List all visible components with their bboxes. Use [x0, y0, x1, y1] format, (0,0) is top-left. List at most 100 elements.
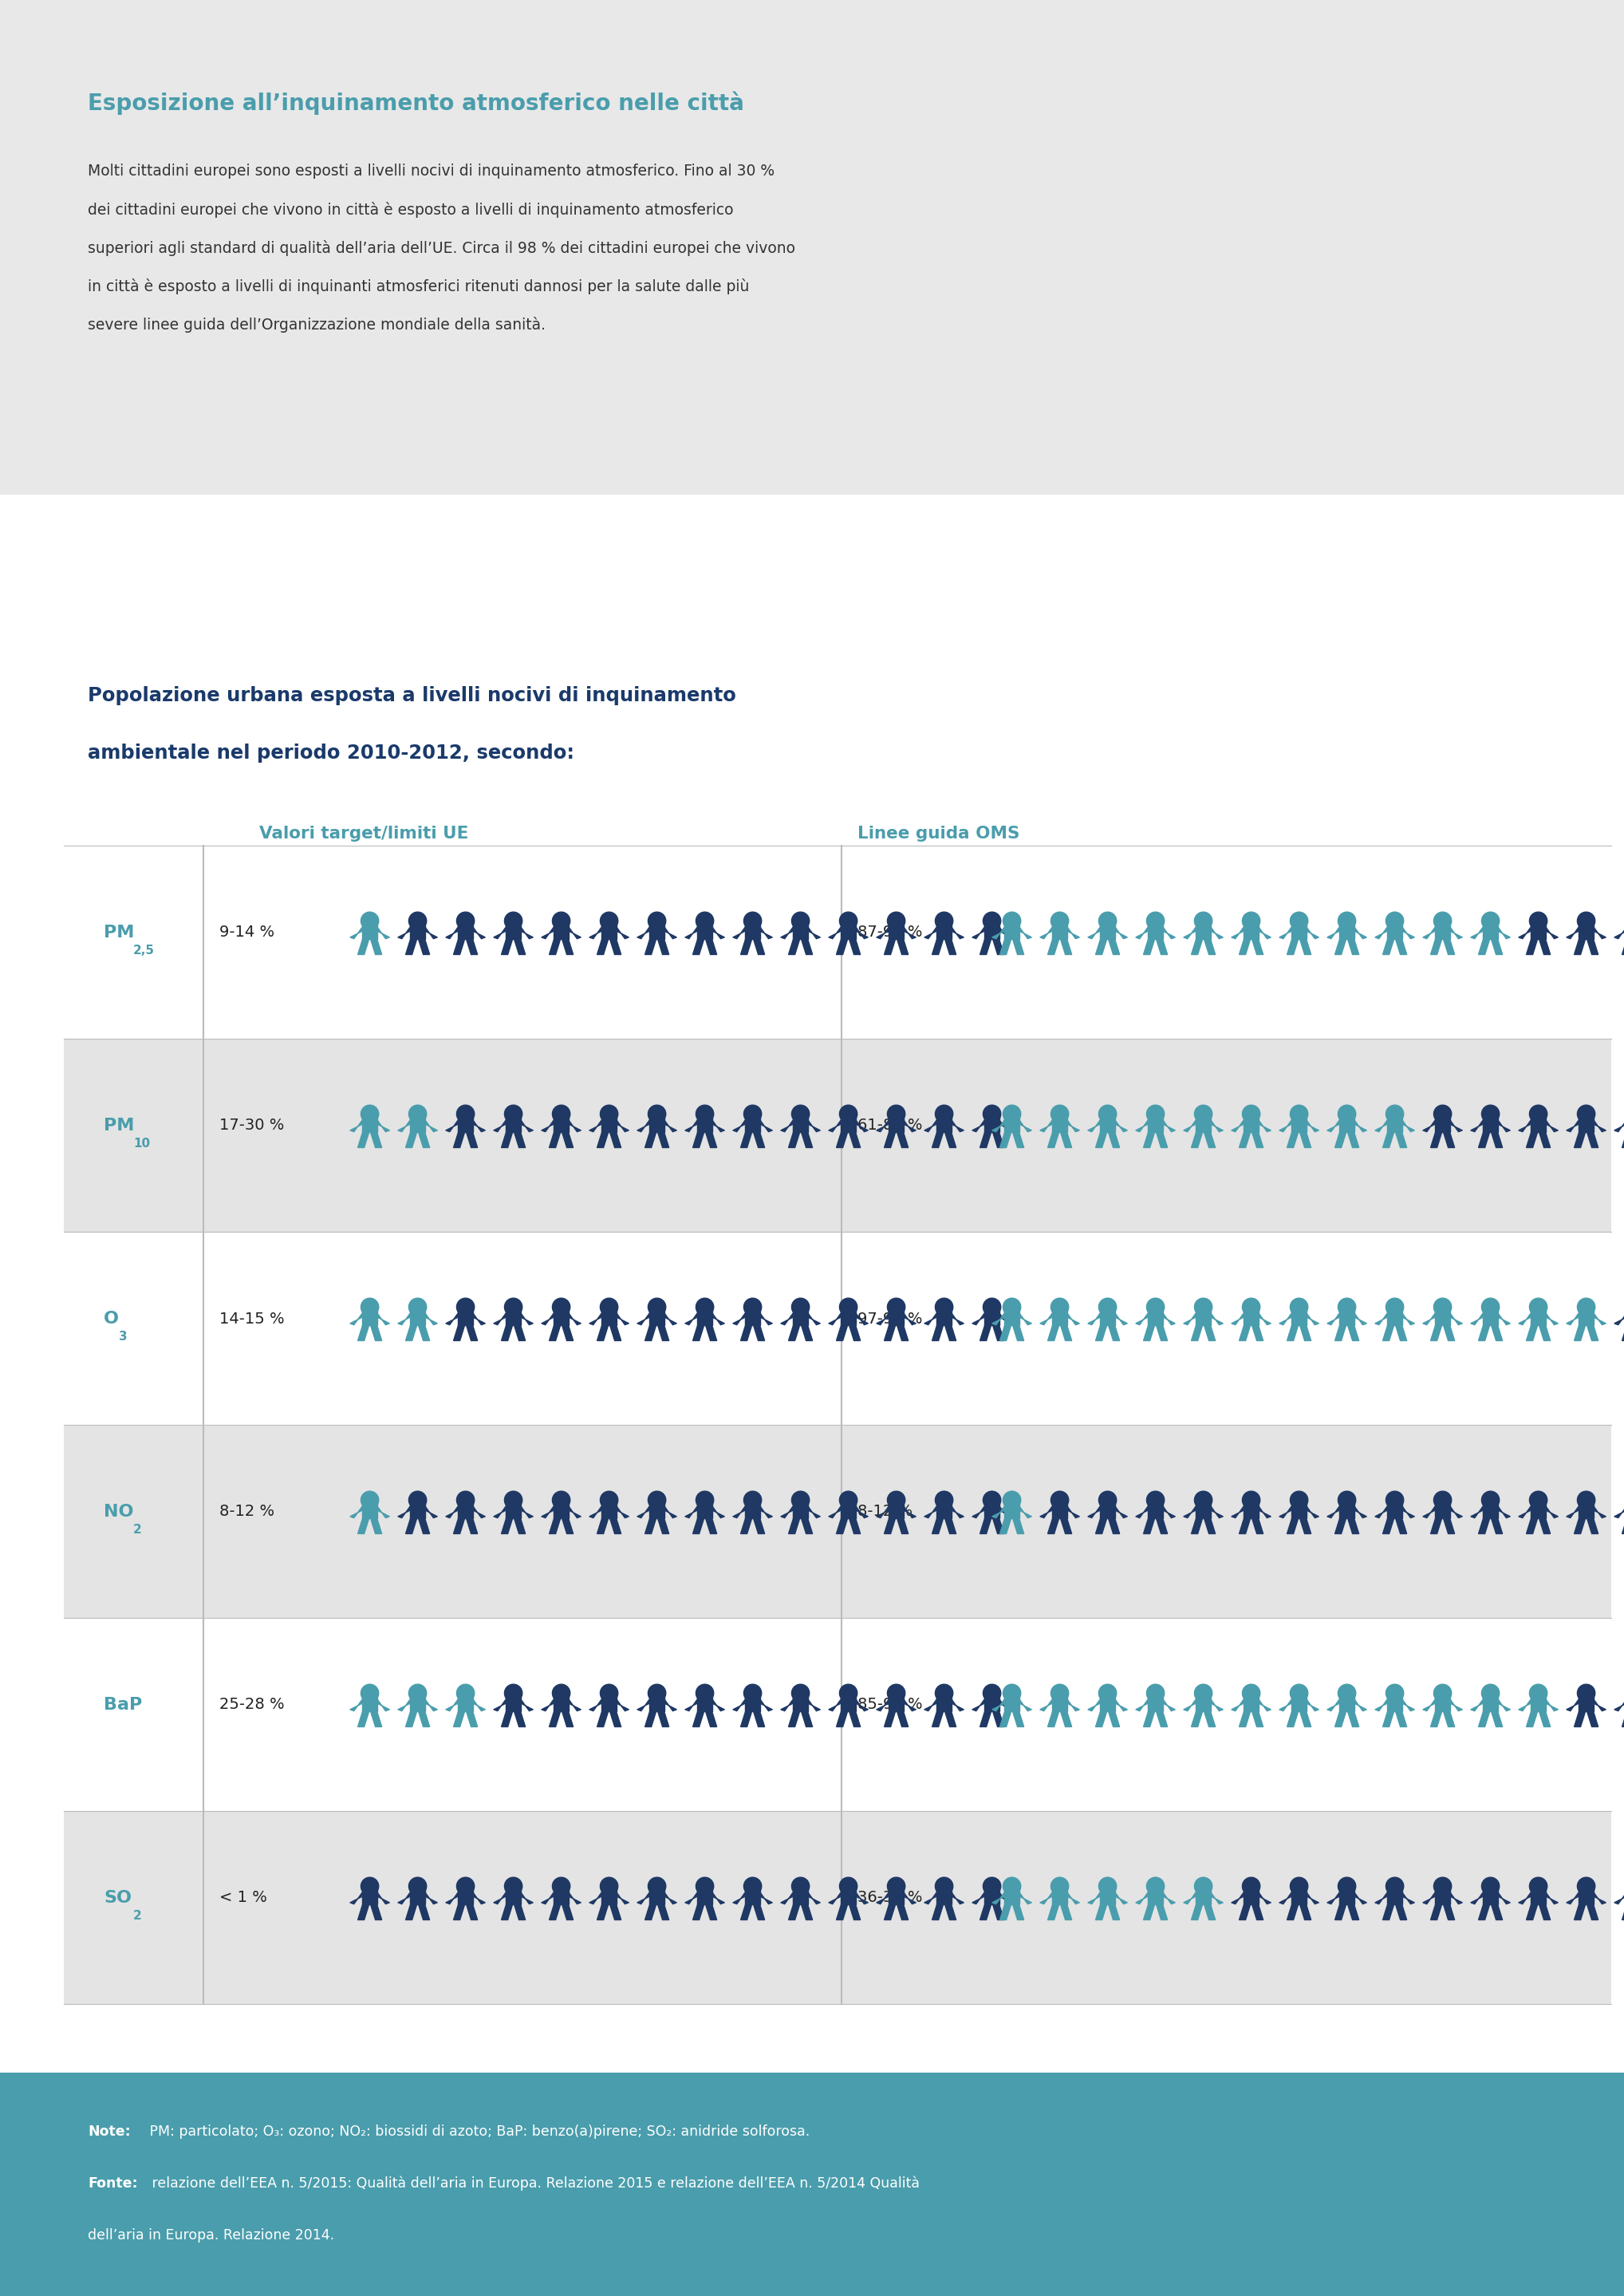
- Polygon shape: [877, 1313, 888, 1325]
- Polygon shape: [1491, 1132, 1502, 1148]
- Polygon shape: [1546, 1699, 1557, 1711]
- Circle shape: [791, 1490, 809, 1508]
- Bar: [650, 1311, 664, 1325]
- Polygon shape: [1192, 1518, 1203, 1534]
- Circle shape: [697, 1104, 713, 1123]
- Polygon shape: [836, 1518, 848, 1534]
- Polygon shape: [973, 1120, 984, 1132]
- Circle shape: [1338, 912, 1356, 930]
- Polygon shape: [828, 1120, 841, 1132]
- Polygon shape: [1527, 1518, 1538, 1534]
- Polygon shape: [1491, 939, 1502, 955]
- Polygon shape: [377, 928, 390, 939]
- Polygon shape: [1047, 1903, 1059, 1919]
- Polygon shape: [445, 1313, 458, 1325]
- Polygon shape: [1471, 1120, 1483, 1132]
- Polygon shape: [883, 939, 895, 955]
- Circle shape: [456, 912, 474, 930]
- Circle shape: [983, 1104, 1000, 1123]
- Polygon shape: [1546, 1506, 1557, 1518]
- Polygon shape: [562, 1325, 573, 1341]
- Polygon shape: [549, 939, 560, 955]
- Bar: [1052, 1311, 1067, 1325]
- Circle shape: [648, 1685, 666, 1701]
- Circle shape: [697, 1297, 713, 1316]
- Polygon shape: [549, 1325, 560, 1341]
- Bar: [458, 1311, 473, 1325]
- Polygon shape: [1622, 939, 1624, 955]
- Polygon shape: [549, 1711, 560, 1727]
- Polygon shape: [1060, 1132, 1072, 1148]
- Polygon shape: [979, 1518, 991, 1534]
- FancyBboxPatch shape: [0, 0, 1624, 494]
- Polygon shape: [1518, 1313, 1531, 1325]
- Bar: [507, 1118, 521, 1132]
- Text: 2,5: 2,5: [133, 944, 154, 955]
- Polygon shape: [1299, 1711, 1311, 1727]
- Bar: [1052, 1504, 1067, 1518]
- Polygon shape: [1444, 1711, 1455, 1727]
- Circle shape: [1147, 912, 1164, 930]
- Polygon shape: [351, 1120, 362, 1132]
- Polygon shape: [1156, 1325, 1168, 1341]
- Text: PM: PM: [104, 925, 135, 941]
- Polygon shape: [896, 1325, 908, 1341]
- Circle shape: [1194, 1297, 1212, 1316]
- Circle shape: [1194, 1104, 1212, 1123]
- Polygon shape: [1478, 1711, 1489, 1727]
- Polygon shape: [896, 1903, 908, 1919]
- Bar: [1291, 1890, 1306, 1903]
- Bar: [1099, 1504, 1116, 1518]
- Text: relazione dell’EEA n. 5/2015: Qualità dell’aria in Europa. Relazione 2015 e rela: relazione dell’EEA n. 5/2015: Qualità de…: [148, 2177, 919, 2190]
- Polygon shape: [445, 928, 458, 939]
- Bar: [697, 1697, 713, 1711]
- Polygon shape: [1067, 1699, 1080, 1711]
- Polygon shape: [419, 1903, 430, 1919]
- Polygon shape: [979, 1711, 991, 1727]
- Bar: [1148, 1890, 1163, 1903]
- Polygon shape: [732, 1506, 745, 1518]
- Polygon shape: [1497, 1892, 1510, 1903]
- Polygon shape: [466, 1711, 477, 1727]
- Polygon shape: [979, 1903, 991, 1919]
- Polygon shape: [924, 1699, 937, 1711]
- Polygon shape: [494, 1120, 507, 1132]
- Polygon shape: [1088, 1506, 1099, 1518]
- Circle shape: [935, 912, 953, 930]
- Text: Popolazione urbana esposta a livelli nocivi di inquinamento: Popolazione urbana esposta a livelli noc…: [88, 687, 736, 705]
- Bar: [1387, 1118, 1402, 1132]
- Polygon shape: [1143, 1711, 1155, 1727]
- Bar: [554, 1311, 568, 1325]
- Text: 87-93 %: 87-93 %: [857, 925, 922, 939]
- Polygon shape: [617, 1120, 628, 1132]
- Polygon shape: [1587, 1325, 1598, 1341]
- Polygon shape: [693, 1518, 705, 1534]
- Polygon shape: [1143, 939, 1155, 955]
- Bar: [601, 1890, 617, 1903]
- Polygon shape: [568, 1699, 581, 1711]
- Polygon shape: [1231, 928, 1244, 939]
- Circle shape: [1194, 912, 1212, 930]
- Polygon shape: [1039, 1506, 1052, 1518]
- Polygon shape: [883, 1903, 895, 1919]
- Polygon shape: [760, 1699, 773, 1711]
- Polygon shape: [598, 1325, 609, 1341]
- Bar: [1436, 925, 1450, 939]
- Circle shape: [601, 1297, 619, 1316]
- Bar: [507, 925, 521, 939]
- Polygon shape: [999, 1120, 1012, 1132]
- Polygon shape: [849, 1325, 861, 1341]
- Polygon shape: [1306, 1892, 1319, 1903]
- Text: Fonte:: Fonte:: [88, 2177, 138, 2190]
- Text: 9-14 %: 9-14 %: [219, 925, 274, 939]
- Bar: [1005, 1890, 1020, 1903]
- Bar: [1340, 1697, 1354, 1711]
- Polygon shape: [999, 928, 1012, 939]
- Bar: [650, 925, 664, 939]
- Polygon shape: [801, 1518, 812, 1534]
- Text: 85-91 %: 85-91 %: [857, 1697, 922, 1713]
- Polygon shape: [1327, 1120, 1340, 1132]
- Circle shape: [1577, 1685, 1595, 1701]
- Polygon shape: [1593, 1313, 1606, 1325]
- Polygon shape: [1614, 1506, 1624, 1518]
